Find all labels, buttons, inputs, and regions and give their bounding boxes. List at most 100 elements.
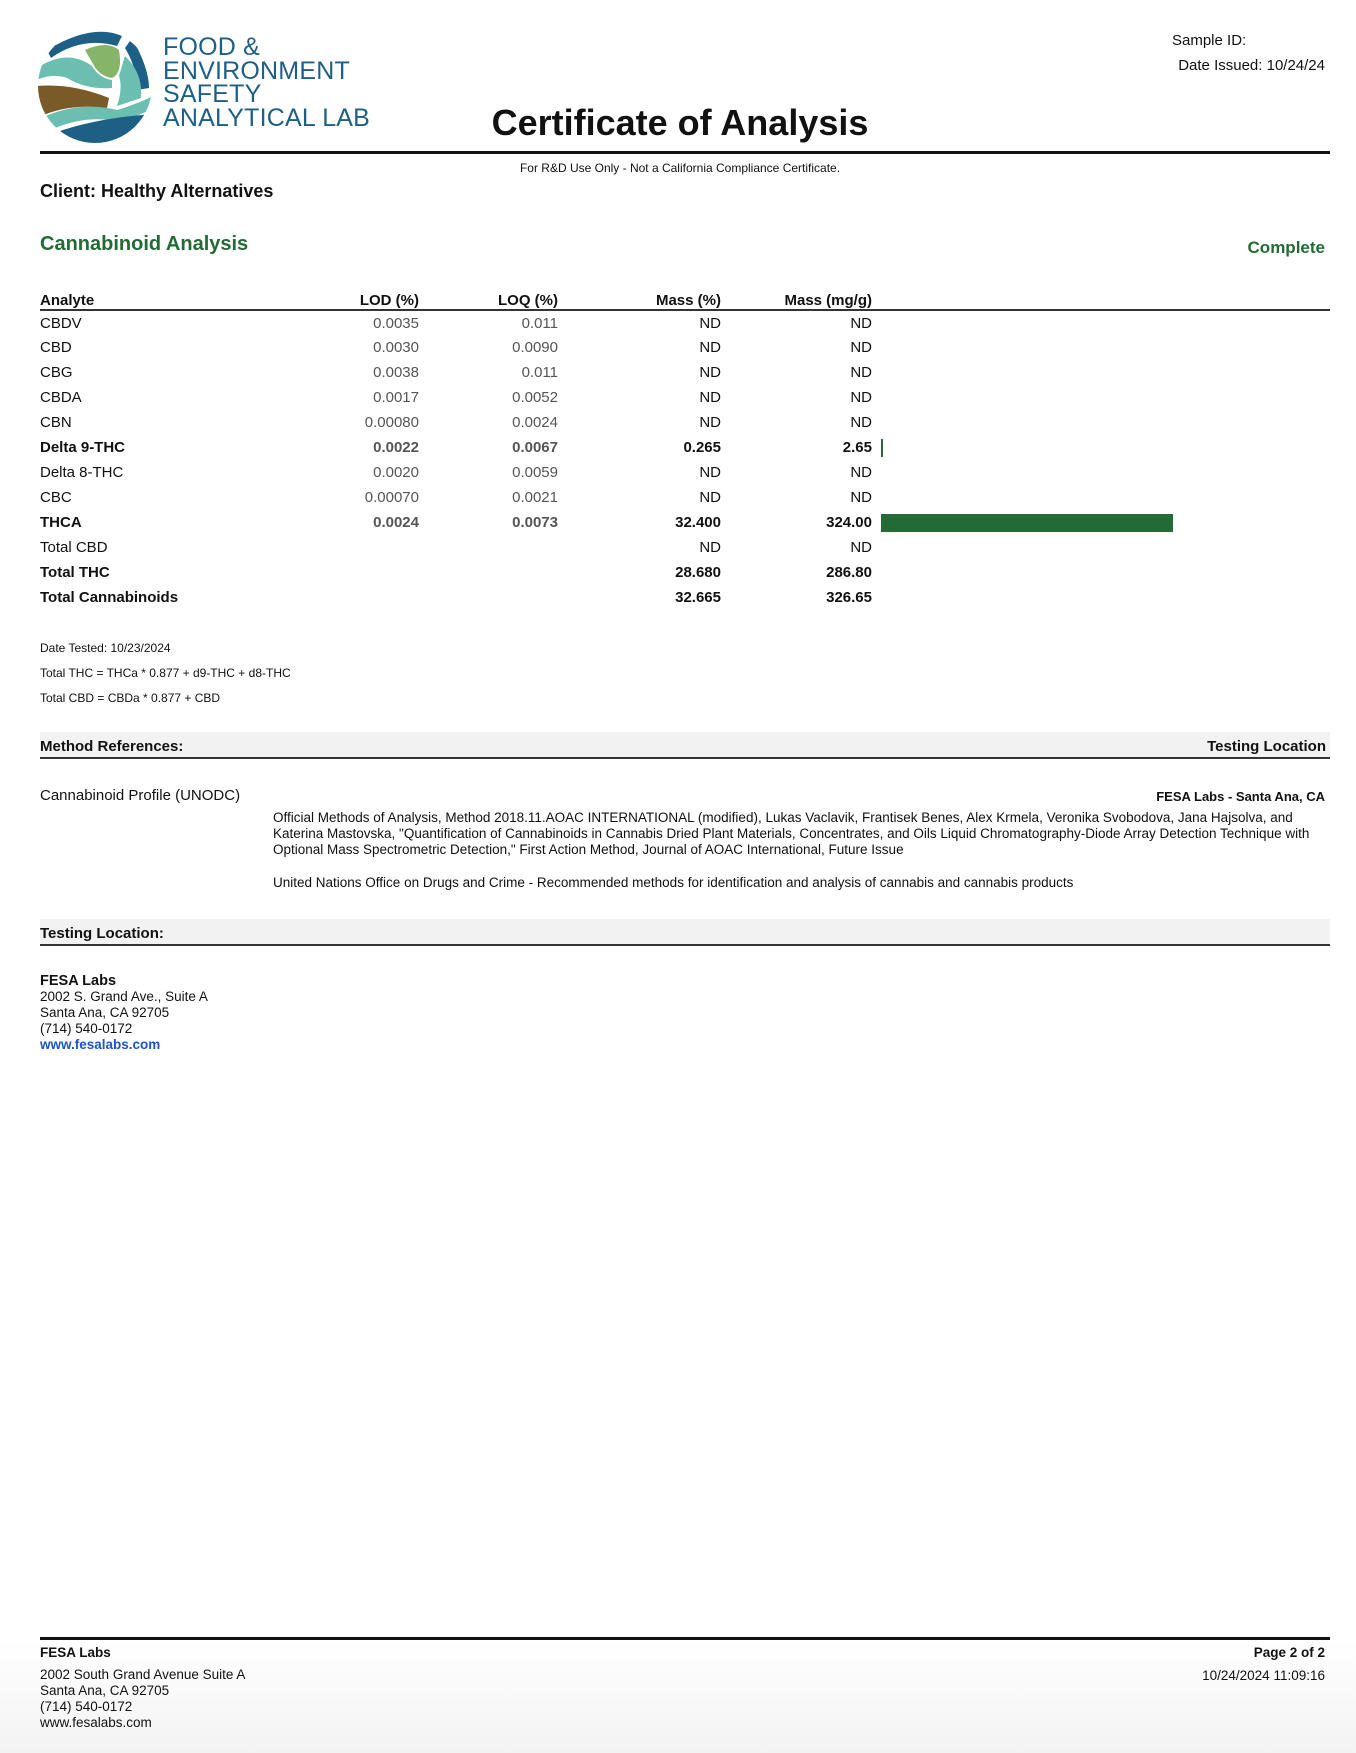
- table-row: CBDV 0.0035 0.011 ND ND: [40, 310, 1330, 335]
- method-reference-aoac: Official Methods of Analysis, Method 201…: [273, 810, 1310, 857]
- bar-cell: [872, 310, 1330, 335]
- cell-mass-pct: ND: [699, 314, 721, 332]
- cell-mass-pct: ND: [699, 539, 721, 556]
- logo-wordmark: FOOD & ENVIRONMENT SAFETY ANALYTICAL LAB: [163, 33, 371, 132]
- cell-lod: 0.0022: [373, 439, 419, 456]
- logo-line: ANALYTICAL LAB: [163, 103, 371, 132]
- footer-address-line: Santa Ana, CA 92705: [40, 1683, 170, 1698]
- sample-id: Sample ID:: [1172, 32, 1247, 49]
- cell-mass-pct: 32.665: [675, 589, 721, 606]
- table-row: CBDA 0.0017 0.0052 ND ND: [40, 385, 1330, 410]
- print-timestamp: 10/24/2024 11:09:16: [1202, 1668, 1325, 1683]
- cell-mass-pct: ND: [699, 464, 721, 481]
- bar-cell: [872, 435, 1330, 460]
- cell-loq: 0.011: [521, 364, 558, 381]
- cell-lod: [340, 585, 419, 610]
- cell-lod: [340, 535, 419, 560]
- bar-cell: [872, 385, 1330, 410]
- method-name: Cannabinoid Profile (UNODC): [40, 787, 241, 804]
- address-line: Santa Ana, CA 92705: [40, 1005, 170, 1020]
- cell-analyte: THCA: [40, 514, 82, 531]
- cell-mass-mg: ND: [850, 539, 872, 556]
- cell-lod: 0.0024: [373, 514, 419, 531]
- footer-background: [0, 1640, 1356, 1753]
- lab-name: FESA Labs: [40, 973, 117, 989]
- cell-mass-mg: ND: [850, 364, 872, 381]
- address-line: 2002 S. Grand Ave., Suite A: [40, 989, 208, 1004]
- phone: (714) 540-0172: [40, 1021, 133, 1036]
- cell-analyte: Delta 8-THC: [40, 464, 124, 481]
- table-row: CBC 0.00070 0.0021 ND ND: [40, 485, 1330, 510]
- section-title: Cannabinoid Analysis: [40, 233, 249, 255]
- cell-mass-pct: 32.400: [675, 514, 721, 531]
- table-row: CBD 0.0030 0.0090 ND ND: [40, 335, 1330, 360]
- cell-mass-pct: ND: [699, 489, 721, 506]
- bar-cell: [872, 410, 1330, 435]
- cell-lod: 0.0030: [373, 339, 419, 356]
- method-references-header: Method References: Testing Location: [40, 732, 1330, 759]
- cell-loq: 0.0021: [512, 489, 558, 506]
- bar-cell: [872, 560, 1330, 585]
- date-tested: Date Tested: 10/23/2024: [40, 641, 171, 655]
- cell-loq: [419, 535, 558, 560]
- header-divider: [40, 151, 1330, 154]
- date-issued: Date Issued: 10/24/24: [1178, 57, 1325, 74]
- table-row: Total THC 28.680 286.80: [40, 560, 1330, 585]
- cell-loq: 0.0052: [512, 389, 558, 406]
- cell-lod: 0.00080: [364, 414, 419, 431]
- cell-analyte: CBC: [40, 489, 72, 506]
- cell-mass-mg: ND: [850, 464, 872, 481]
- cell-analyte: CBDV: [40, 314, 82, 332]
- cell-analyte: Total Cannabinoids: [40, 589, 179, 606]
- testing-location-label: Testing Location: [1207, 738, 1326, 755]
- testing-location-address: FESA Labs 2002 S. Grand Ave., Suite A Sa…: [40, 973, 208, 1053]
- formula-total-cbd: Total CBD = CBDa * 0.877 + CBD: [40, 691, 221, 705]
- testing-location-title: Testing Location:: [40, 925, 164, 942]
- col-lod: LOD (%): [340, 290, 419, 311]
- formula-total-thc: Total THC = THCa * 0.877 + d9-THC + d8-T…: [40, 666, 291, 680]
- logo-line: FOOD &: [163, 33, 261, 61]
- page-title: Certificate of Analysis: [491, 102, 869, 143]
- concentration-bar: [881, 438, 884, 457]
- disclaimer: For R&D Use Only - Not a California Comp…: [519, 161, 841, 175]
- cell-lod: 0.0038: [373, 364, 419, 381]
- cell-mass-mg: 286.80: [826, 564, 872, 581]
- concentration-bar: [881, 513, 1173, 532]
- cell-mass-mg: 324.00: [826, 514, 872, 531]
- lab-logo: [37, 28, 153, 144]
- table-row: Total Cannabinoids 32.665 326.65: [40, 585, 1330, 610]
- method-reference-unodc: United Nations Office on Drugs and Crime…: [273, 875, 1074, 890]
- cell-analyte: CBG: [40, 364, 73, 381]
- cell-lod: 0.0035: [373, 314, 419, 332]
- cell-mass-mg: ND: [850, 339, 872, 356]
- cell-mass-mg: ND: [850, 314, 872, 332]
- website-link[interactable]: www.fesalabs.com: [40, 1037, 161, 1052]
- col-mass-pct: Mass (%): [558, 290, 721, 311]
- method-location: FESA Labs - Santa Ana, CA: [1156, 789, 1325, 804]
- table-row: CBN 0.00080 0.0024 ND ND: [40, 410, 1330, 435]
- cell-mass-mg: 326.65: [826, 589, 872, 606]
- cell-mass-pct: ND: [699, 364, 721, 381]
- cell-lod: 0.00070: [364, 489, 419, 506]
- cell-loq: 0.0090: [512, 339, 558, 356]
- bar-cell: [872, 460, 1330, 485]
- cell-analyte: Total THC: [40, 564, 110, 581]
- cell-mass-pct: 0.265: [683, 439, 721, 456]
- table-row: THCA 0.0024 0.0073 32.400 324.00: [40, 510, 1330, 535]
- col-mass-mg: Mass (mg/g): [721, 290, 872, 311]
- cell-loq: 0.0059: [512, 464, 558, 481]
- bar-cell: [872, 510, 1330, 535]
- table-row: Total CBD ND ND: [40, 535, 1330, 560]
- footer-address-line: 2002 South Grand Avenue Suite A: [40, 1667, 246, 1682]
- testing-location-header: Testing Location:: [40, 919, 1330, 946]
- cell-mass-pct: 28.680: [675, 564, 721, 581]
- col-analyte: Analyte: [40, 290, 340, 311]
- logo-line: ENVIRONMENT: [163, 56, 350, 85]
- logo-emblem-icon: [38, 29, 152, 143]
- cell-loq: 0.011: [521, 314, 558, 332]
- table-row: Delta 9-THC 0.0022 0.0067 0.265 2.65: [40, 435, 1330, 460]
- footer-lab-name: FESA Labs: [40, 1645, 111, 1660]
- cell-loq: 0.0024: [512, 414, 558, 431]
- cannabinoid-table: Analyte LOD (%) LOQ (%) Mass (%) Mass (m…: [40, 290, 1330, 610]
- table-header-row: Analyte LOD (%) LOQ (%) Mass (%) Mass (m…: [40, 290, 1330, 311]
